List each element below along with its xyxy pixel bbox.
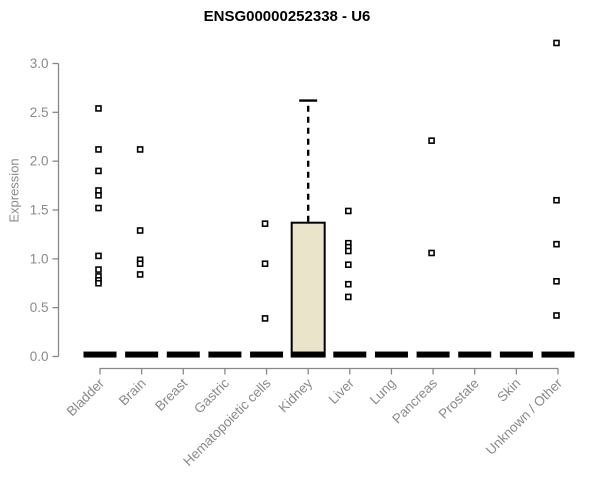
outlier-point bbox=[345, 207, 352, 215]
outlier-point bbox=[553, 312, 560, 319]
outlier-point bbox=[345, 280, 352, 288]
y-tick-label: 0.0 bbox=[30, 349, 49, 364]
outlier-point bbox=[95, 279, 102, 287]
outlier-point bbox=[136, 227, 144, 234]
outlier-point bbox=[553, 277, 560, 285]
outlier-point bbox=[95, 146, 102, 153]
median-bar bbox=[291, 351, 325, 358]
median-bar bbox=[125, 351, 159, 358]
chart-title: ENSG00000252338 - U6 bbox=[203, 8, 371, 25]
y-tick-label: 1.5 bbox=[30, 202, 49, 217]
outlier-point bbox=[428, 249, 435, 257]
outlier-point bbox=[136, 260, 144, 268]
y-tick-label: 0.5 bbox=[30, 300, 49, 315]
outlier-point bbox=[428, 137, 435, 144]
outlier-point bbox=[345, 247, 352, 255]
x-tick-label: Breast bbox=[152, 375, 190, 413]
outlier-point bbox=[553, 240, 560, 248]
median-bar bbox=[416, 351, 450, 358]
x-tick-label: Lung bbox=[367, 376, 399, 408]
median-bar bbox=[458, 351, 492, 358]
outlier-point bbox=[261, 220, 269, 227]
median-bar bbox=[250, 351, 284, 358]
x-tick-label: Kidney bbox=[276, 375, 316, 415]
outlier-point bbox=[261, 315, 269, 322]
box-kidney bbox=[290, 221, 326, 358]
median-bar bbox=[374, 351, 408, 358]
outlier-point bbox=[553, 196, 560, 204]
median-bar bbox=[499, 351, 533, 358]
x-tick-label: Unknown / Other bbox=[483, 375, 566, 458]
x-tick-label: Gastric bbox=[191, 375, 232, 416]
x-tick-label: Brain bbox=[116, 376, 149, 409]
outlier-point bbox=[553, 39, 560, 47]
outlier-point bbox=[95, 192, 102, 199]
median-bar bbox=[541, 351, 575, 358]
y-tick-label: 1.0 bbox=[30, 251, 49, 266]
median-bar bbox=[83, 351, 117, 358]
outlier-point bbox=[95, 204, 102, 212]
outlier-point bbox=[261, 260, 269, 268]
x-tick-label: Prostate bbox=[436, 376, 482, 422]
x-tick-label: Pancreas bbox=[389, 375, 440, 426]
outlier-point bbox=[95, 167, 102, 175]
outlier-point bbox=[95, 266, 102, 273]
median-bar bbox=[333, 351, 367, 358]
x-tick-label: Liver bbox=[326, 375, 358, 407]
y-tick-label: 2.0 bbox=[30, 154, 49, 169]
outlier-point bbox=[136, 146, 144, 153]
x-tick-label: Bladder bbox=[64, 375, 108, 419]
outlier-point bbox=[345, 293, 352, 301]
y-tick-label: 2.5 bbox=[30, 105, 49, 120]
y-tick-label: 3.0 bbox=[30, 56, 49, 71]
outlier-point bbox=[136, 271, 144, 278]
x-tick-label: Skin bbox=[494, 376, 523, 405]
outlier-point bbox=[345, 261, 352, 268]
median-bar bbox=[166, 351, 200, 358]
median-bar bbox=[208, 351, 242, 358]
outlier-point bbox=[95, 252, 102, 260]
outlier-point bbox=[95, 105, 102, 112]
